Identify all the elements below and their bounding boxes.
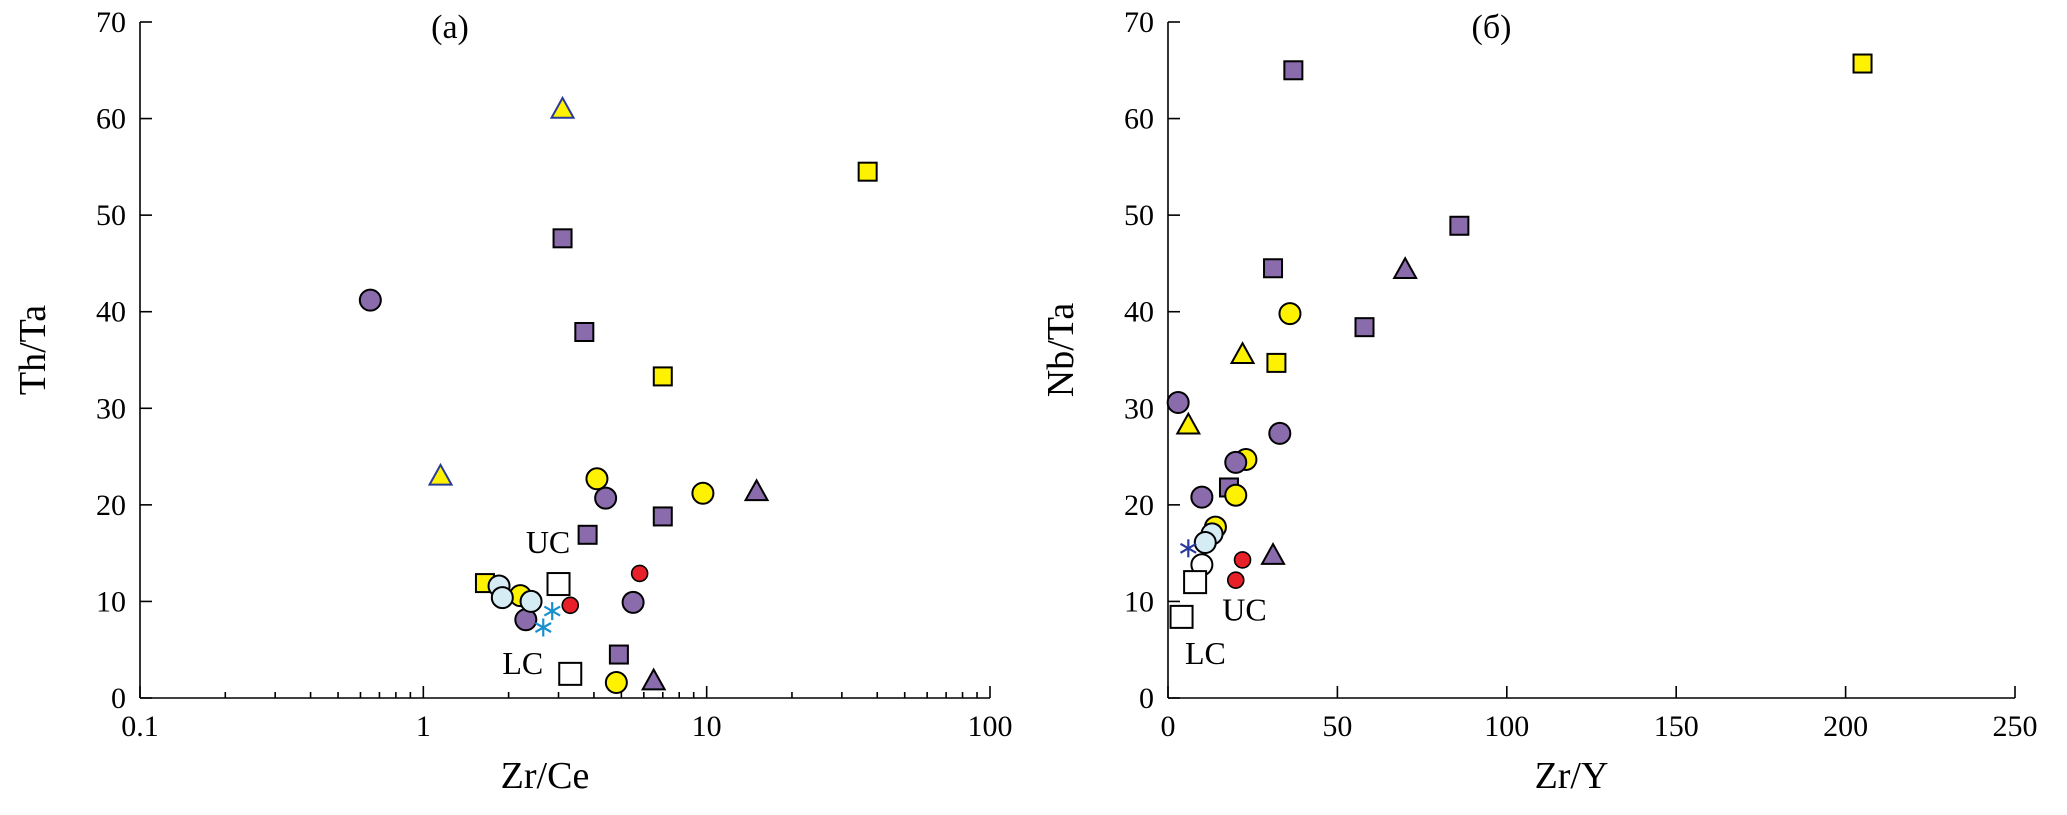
point-triangle bbox=[640, 667, 667, 691]
panel-title: (a) bbox=[431, 9, 469, 46]
point-circle-small bbox=[630, 564, 649, 583]
point-circle bbox=[585, 467, 609, 491]
y-tick-label: 50 bbox=[96, 199, 126, 232]
point-square-open bbox=[546, 572, 571, 597]
point-square bbox=[552, 228, 573, 249]
point-circle bbox=[1190, 485, 1214, 509]
x-axis-label: Zr/Ce bbox=[501, 755, 590, 797]
point-square-open bbox=[558, 661, 583, 686]
point-circle bbox=[490, 586, 514, 610]
point-circle bbox=[519, 589, 543, 613]
point-circle bbox=[691, 481, 715, 505]
y-tick-label: 60 bbox=[96, 103, 126, 136]
point-square bbox=[1449, 215, 1470, 236]
x-tick-label: 1 bbox=[416, 710, 431, 743]
annotation-lc: LC bbox=[1185, 635, 1226, 671]
point-circle bbox=[358, 288, 382, 312]
y-tick-label: 50 bbox=[1124, 199, 1154, 232]
x-tick-label: 100 bbox=[968, 710, 1013, 743]
x-tick-label: 10 bbox=[692, 710, 722, 743]
point-square bbox=[577, 524, 598, 545]
point-triangle bbox=[1260, 542, 1286, 565]
y-axis-label: Nb/Ta bbox=[1040, 303, 1082, 398]
y-tick-label: 30 bbox=[96, 392, 126, 425]
point-square bbox=[1852, 53, 1873, 74]
x-axis-label: Zr/Y bbox=[1535, 755, 1609, 797]
point-circle-small bbox=[561, 596, 580, 615]
point-square bbox=[574, 321, 595, 342]
panel-title: (б) bbox=[1472, 9, 1512, 46]
y-axis-label: Th/Ta bbox=[12, 305, 54, 395]
point-circle-small bbox=[1226, 571, 1245, 589]
point-square bbox=[1266, 352, 1287, 373]
x-tick-label: 200 bbox=[1823, 710, 1868, 743]
point-square bbox=[652, 366, 673, 387]
point-circle bbox=[1224, 483, 1248, 507]
y-tick-label: 10 bbox=[1124, 585, 1154, 618]
point-circle-small bbox=[1233, 551, 1252, 569]
point-square bbox=[857, 161, 878, 182]
star-stroke bbox=[1179, 542, 1197, 554]
point-square-open bbox=[1183, 570, 1208, 595]
y-tick-label: 0 bbox=[111, 682, 126, 715]
point-square bbox=[608, 644, 629, 665]
x-tick-label: 50 bbox=[1322, 710, 1352, 743]
star-stroke bbox=[534, 622, 552, 633]
point-square bbox=[1354, 317, 1375, 338]
point-triangle bbox=[427, 462, 454, 486]
x-tick-label: 150 bbox=[1654, 710, 1699, 743]
point-square bbox=[1263, 258, 1284, 279]
star-stroke bbox=[543, 605, 561, 617]
y-tick-label: 40 bbox=[96, 296, 126, 329]
point-square-open bbox=[1169, 604, 1194, 629]
y-tick-label: 10 bbox=[96, 585, 126, 618]
panel-a: 0 10 20 30 40 50 60 70 0.1 1 10 100 (a) Zr/Ce Th/Ta UC L… bbox=[12, 6, 1013, 797]
y-tick-label: 70 bbox=[1124, 6, 1154, 39]
y-tick-label: 70 bbox=[96, 6, 126, 39]
point-circle bbox=[604, 671, 628, 695]
point-triangle bbox=[1392, 256, 1418, 280]
annotation-uc: UC bbox=[1222, 592, 1266, 628]
x-tick-label: 0.1 bbox=[121, 710, 159, 743]
panel-b: 0 10 20 30 40 50 60 70 0 50 100 150 200 250 (б) Zr/Y Nb/… bbox=[1040, 6, 2038, 797]
point-circle bbox=[1278, 302, 1302, 326]
y-tick-label: 0 bbox=[1139, 682, 1154, 715]
y-tick-label: 30 bbox=[1124, 392, 1154, 425]
y-tick-label: 40 bbox=[1124, 296, 1154, 329]
x-tick-label: 250 bbox=[1993, 710, 2038, 743]
point-triangle bbox=[549, 95, 576, 119]
point-circle bbox=[1166, 390, 1190, 414]
y-tick-label: 60 bbox=[1124, 103, 1154, 136]
y-tick-label: 20 bbox=[96, 489, 126, 522]
point-triangle bbox=[743, 478, 770, 502]
point-triangle bbox=[1229, 341, 1256, 365]
point-circle bbox=[1224, 450, 1248, 474]
point-triangle bbox=[1175, 411, 1202, 435]
point-square bbox=[1283, 60, 1304, 81]
point-circle bbox=[594, 486, 618, 510]
point-circle bbox=[1268, 421, 1292, 445]
point-star bbox=[534, 618, 552, 637]
point-star bbox=[1179, 539, 1197, 558]
point-circle bbox=[621, 590, 645, 614]
x-tick-label: 100 bbox=[1484, 710, 1529, 743]
x-tick-label: 0 bbox=[1161, 710, 1176, 743]
annotation-lc: LC bbox=[502, 645, 543, 681]
annotation-uc: UC bbox=[526, 524, 570, 560]
point-star bbox=[543, 602, 561, 621]
y-tick-label: 20 bbox=[1124, 489, 1154, 522]
point-square bbox=[652, 506, 673, 527]
point-circle bbox=[1193, 531, 1217, 555]
